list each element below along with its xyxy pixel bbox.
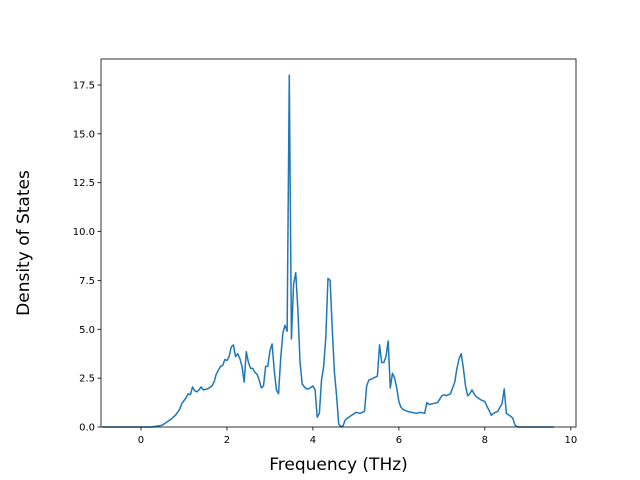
y-tick-label: 0.0 [79,423,95,434]
y-axis-label: Density of States [14,170,34,316]
data-line [102,74,554,428]
y-tick-label: 10.0 [73,227,95,238]
y-tick-label: 2.5 [79,374,95,385]
x-tick-label: 4 [310,435,316,446]
plot-frame [100,58,577,428]
x-axis-label: Frequency (THz) [269,455,408,475]
y-tick-label: 7.5 [79,276,95,287]
x-tick-label: 2 [224,435,230,446]
x-tick-label: 8 [482,435,488,446]
y-tick-label: 5.0 [79,325,95,336]
x-tick-label: 0 [138,435,144,446]
y-tick-label: 15.0 [73,129,95,140]
x-tick-label: 10 [564,435,577,446]
y-tick-label: 17.5 [73,80,95,91]
y-tick-label: 12.5 [73,178,95,189]
x-tick-label: 6 [396,435,402,446]
